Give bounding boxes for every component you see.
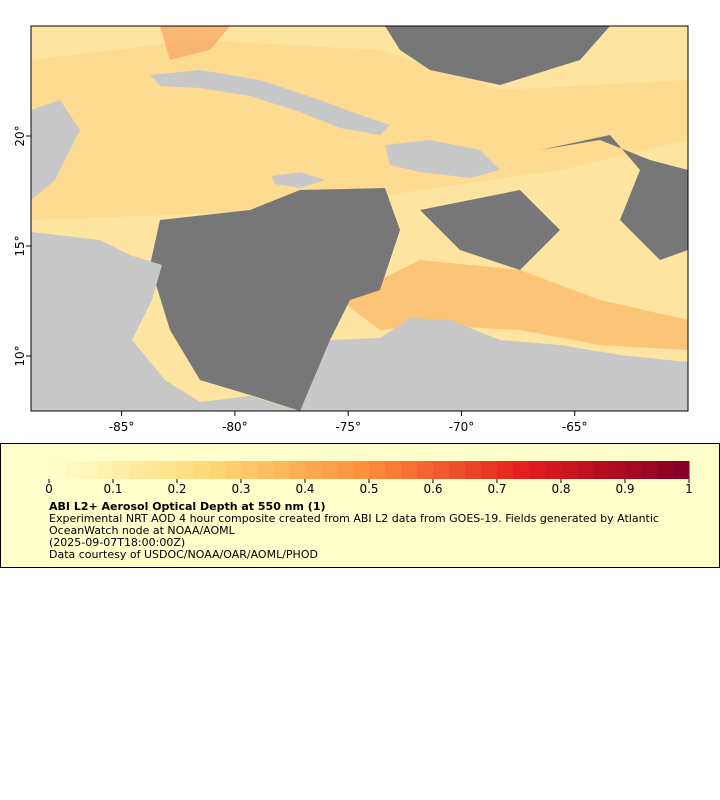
colorbar-swatch	[353, 461, 370, 479]
colorbar-swatch	[465, 461, 482, 479]
colorbar-swatch	[609, 461, 626, 479]
colorbar-tick-label: 0.2	[167, 482, 186, 496]
colorbar-tick-label: 0.7	[487, 482, 506, 496]
x-tick-label: -70°	[449, 420, 475, 434]
colorbar-tick-label: 0.1	[103, 482, 122, 496]
colorbar-tick-label: 0.9	[615, 482, 634, 496]
y-tick-label: 15°	[13, 235, 27, 256]
colorbar-swatch	[289, 461, 306, 479]
x-tick-label: -80°	[222, 420, 248, 434]
colorbar-swatch	[161, 461, 178, 479]
colorbar-swatch	[513, 461, 530, 479]
colorbar-swatch	[145, 461, 162, 479]
colorbar-swatch	[177, 461, 194, 479]
colorbar-tick-label: 0.3	[231, 482, 250, 496]
colorbar-tick-label: 0.4	[295, 482, 314, 496]
map: -85° -80° -75° -70° -65° 10° 15° 20°	[13, 25, 689, 434]
colorbar-tick-label: 0.5	[359, 482, 378, 496]
colorbar-swatch	[225, 461, 242, 479]
legend-title: ABI L2+ Aerosol Optical Depth at 550 nm …	[49, 500, 326, 513]
colorbar-swatch	[241, 461, 258, 479]
colorbar-swatch	[657, 461, 674, 479]
colorbar-swatch	[545, 461, 562, 479]
colorbar-swatch	[385, 461, 402, 479]
colorbar-swatch	[129, 461, 146, 479]
y-tick-label: 20°	[13, 125, 27, 146]
colorbar-swatch	[209, 461, 226, 479]
colorbar-swatch	[305, 461, 322, 479]
colorbar-swatch	[337, 461, 354, 479]
colorbar-swatch	[369, 461, 386, 479]
colorbar-swatch	[497, 461, 514, 479]
colorbar-swatch	[97, 461, 114, 479]
map-image	[30, 25, 689, 412]
legend-description: Experimental NRT AOD 4 hour composite cr…	[49, 512, 659, 537]
colorbar-swatch	[449, 461, 466, 479]
colorbar-swatch	[561, 461, 578, 479]
legend-timestamp: (2025-09-07T18:00:00Z)	[49, 536, 186, 549]
colorbar-swatch	[257, 461, 274, 479]
legend-credit: Data courtesy of USDOC/NOAA/OAR/AOML/PHO…	[49, 548, 318, 561]
x-tick-label: -85°	[109, 420, 135, 434]
colorbar-swatch	[65, 461, 82, 479]
colorbar-swatch	[321, 461, 338, 479]
colorbar-swatch	[193, 461, 210, 479]
x-tick-label: -75°	[335, 420, 361, 434]
colorbar: 0 0.1 0.2 0.3 0.4 0.5 0.6 0.7 0.8 0.9 1	[45, 461, 693, 496]
colorbar-swatch	[481, 461, 498, 479]
colorbar-swatch	[577, 461, 594, 479]
colorbar-swatch	[529, 461, 546, 479]
colorbar-swatch	[641, 461, 658, 479]
colorbar-tick-label: 0.8	[551, 482, 570, 496]
colorbar-tick-label: 0	[45, 482, 53, 496]
colorbar-tick-label: 1	[685, 482, 693, 496]
colorbar-tick-label: 0.6	[423, 482, 442, 496]
colorbar-swatch	[593, 461, 610, 479]
colorbar-swatch	[417, 461, 434, 479]
colorbar-swatch	[81, 461, 98, 479]
colorbar-swatch	[625, 461, 642, 479]
colorbar-swatch	[433, 461, 450, 479]
legend: 0 0.1 0.2 0.3 0.4 0.5 0.6 0.7 0.8 0.9 1 ABI L2+ Ae…	[0, 443, 720, 568]
y-tick-label: 10°	[13, 345, 27, 366]
colorbar-swatch	[673, 461, 690, 479]
colorbar-swatch	[273, 461, 290, 479]
colorbar-swatch	[113, 461, 130, 479]
x-tick-label: -65°	[562, 420, 588, 434]
colorbar-swatch	[401, 461, 418, 479]
colorbar-swatch	[49, 461, 66, 479]
